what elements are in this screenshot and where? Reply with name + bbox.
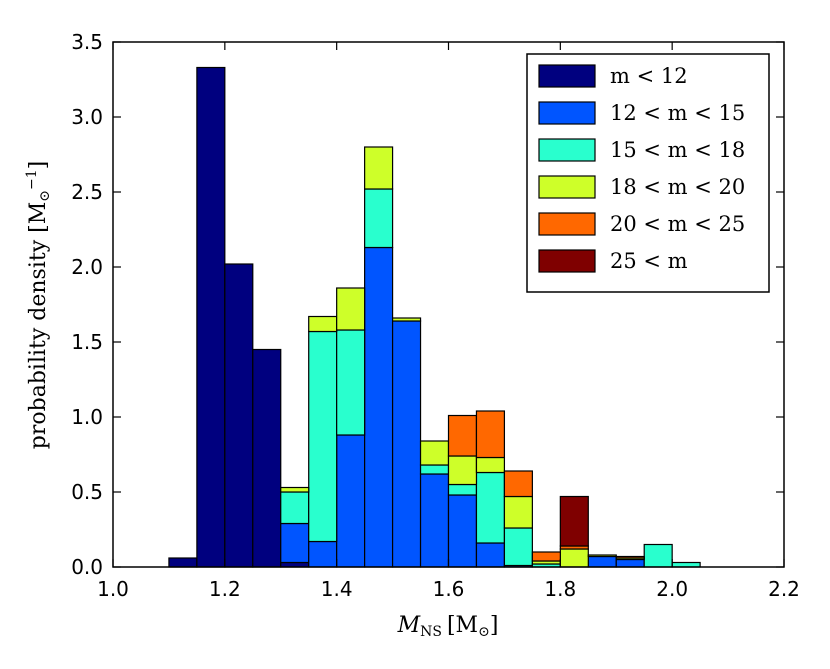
bar-s2-b13 — [475, 471, 506, 544]
y-tick-label: 2.5 — [71, 180, 103, 204]
y-tick-label: 0.5 — [71, 480, 103, 504]
bar-s1-b8 — [336, 434, 366, 568]
x-tick-label: 1.8 — [544, 577, 576, 601]
bar-s4-b15 — [531, 551, 561, 562]
legend-label: m < 12 — [610, 64, 688, 88]
bar-s3-b17 — [587, 554, 617, 558]
legend: m < 12 12 < m < 15 15 < m < 18 18 < m < 20 2… — [526, 53, 770, 293]
bar-s2-b7 — [308, 330, 338, 543]
bar-s4-b14 — [503, 470, 533, 498]
y-tick-label: 2.0 — [71, 255, 103, 279]
y-tick-label: 1.0 — [71, 405, 103, 429]
bar-s0-b2 — [168, 557, 198, 568]
bar-s3-b6 — [280, 486, 310, 493]
x-tick-label: 1.2 — [209, 577, 241, 601]
y-tick-label: 3.5 — [71, 30, 103, 54]
bar-s2-b8 — [336, 329, 366, 436]
bar-s1-b17 — [587, 555, 617, 568]
x-axis-title: MNS [M⊙] — [397, 613, 499, 640]
bar-s3-b12 — [447, 455, 478, 486]
legend-swatch — [538, 212, 596, 236]
bar-s1-b10 — [391, 320, 422, 568]
bar-s2-b6 — [280, 491, 310, 525]
bar-s3-b11 — [419, 440, 450, 466]
legend-swatch — [538, 138, 596, 162]
x-tick-label: 2.0 — [656, 577, 688, 601]
bar-s0-b4 — [224, 263, 254, 568]
legend-label: 15 < m < 18 — [610, 138, 745, 162]
bar-s1-b9 — [364, 246, 394, 568]
bar-s0-b3 — [196, 66, 226, 568]
histogram-bars — [168, 66, 701, 568]
y-tick-label: 1.5 — [71, 330, 103, 354]
bar-s2-b9 — [364, 188, 394, 249]
legend-swatch — [538, 249, 596, 273]
x-tick-label: 1.4 — [321, 577, 353, 601]
bar-s0-b5 — [252, 348, 282, 568]
bar-s1-b13 — [475, 542, 506, 568]
bar-s4-b12 — [447, 414, 478, 457]
bar-s1-b6 — [280, 522, 310, 564]
x-tick-label: 1.0 — [97, 577, 129, 601]
legend-label: 18 < m < 20 — [610, 175, 745, 199]
legend-swatch — [538, 64, 596, 88]
bar-s3-b8 — [336, 287, 366, 331]
bar-s3-b10 — [391, 317, 422, 322]
bar-s3-b9 — [364, 146, 394, 190]
x-tick-label: 2.2 — [768, 577, 800, 601]
bar-s1-b11 — [419, 473, 450, 568]
bar-s5-b16 — [559, 495, 589, 547]
y-tick-label: 3.0 — [71, 105, 103, 129]
bar-s2-b12 — [447, 483, 478, 496]
bar-s1-b12 — [447, 494, 478, 568]
axis-ticks: 1.0 1.2 1.4 1.6 1.8 2.0 2.2 0.0 0.5 1.0 1.5 2.0 2.5 3… — [71, 30, 800, 601]
bar-s3-b13 — [475, 456, 506, 474]
legend-label: 25 < m — [610, 249, 688, 273]
bar-s1-b18 — [615, 558, 645, 568]
bar-s4-b18 — [615, 555, 645, 559]
bar-s2-b14 — [503, 527, 533, 567]
legend-swatch — [538, 175, 596, 199]
legend-swatch — [538, 101, 596, 125]
bar-s3-b16 — [559, 548, 589, 568]
legend-label: 12 < m < 15 — [610, 101, 745, 125]
x-tick-label: 1.6 — [433, 577, 465, 601]
bar-s2-b11 — [419, 464, 450, 475]
bar-s2-b19 — [643, 543, 673, 568]
y-axis-title: probability density [M⊙−1] — [24, 161, 53, 449]
legend-label: 20 < m < 25 — [610, 212, 745, 236]
bar-s3-b14 — [503, 495, 533, 529]
bar-s3-b7 — [308, 315, 338, 333]
bar-s4-b13 — [475, 410, 506, 459]
y-tick-label: 0.0 — [71, 555, 103, 579]
bar-s1-b7 — [308, 540, 338, 568]
